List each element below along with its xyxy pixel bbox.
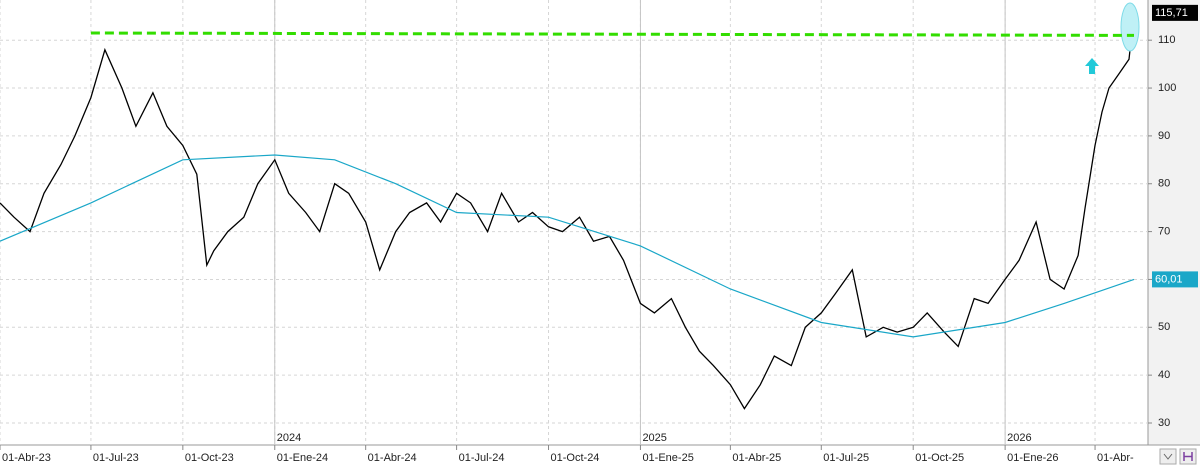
x-tick-label: 01-Jul-25 (823, 452, 869, 464)
x-tick-label: 01-Abr-25 (732, 452, 781, 464)
x-tick-label: 01-Ene-25 (642, 452, 693, 464)
year-label: 2026 (1007, 432, 1031, 444)
y-tick-label: 30 (1158, 417, 1170, 429)
x-tick-label: 01-Oct-24 (551, 452, 600, 464)
y-axis-panel (1148, 0, 1200, 445)
x-tick-label: 01-Jul-23 (93, 452, 139, 464)
y-tick-label: 70 (1158, 225, 1170, 237)
price-label-box (1152, 4, 1198, 21)
x-tick-label: 01-Oct-23 (185, 452, 234, 464)
year-label: 2025 (642, 432, 666, 444)
highlight-ellipse (1120, 2, 1140, 52)
up-arrow (1085, 58, 1099, 74)
price-label-box (1152, 271, 1198, 288)
y-tick-label: 80 (1158, 178, 1170, 190)
y-tick-label: 90 (1158, 130, 1170, 142)
series-line (0, 154, 1135, 338)
x-tick-label: 01-Abr-24 (368, 452, 417, 464)
x-tick-label: 01-Abr- (1097, 452, 1134, 464)
toolbar-button[interactable] (1159, 448, 1177, 465)
year-label: 2024 (277, 432, 301, 444)
price-label: 115,71 (1155, 7, 1188, 19)
x-tick-label: 01-Abr-23 (2, 452, 51, 464)
x-tick-label: 01-Jul-24 (459, 452, 505, 464)
price-label: 60,01 (1155, 273, 1183, 285)
y-tick-label: 40 (1158, 369, 1170, 381)
y-tick-label: 110 (1158, 34, 1176, 46)
x-tick-label: 01-Ene-24 (277, 452, 328, 464)
toolbar-icon (1163, 453, 1173, 460)
x-tick-label: 01-Ene-26 (1007, 452, 1058, 464)
y-tick-label: 50 (1158, 321, 1170, 333)
y-tick-label: 100 (1158, 82, 1176, 94)
series-line (90, 31, 1135, 37)
x-tick-label: 01-Oct-25 (915, 452, 964, 464)
toolbar-icon (1183, 452, 1193, 461)
